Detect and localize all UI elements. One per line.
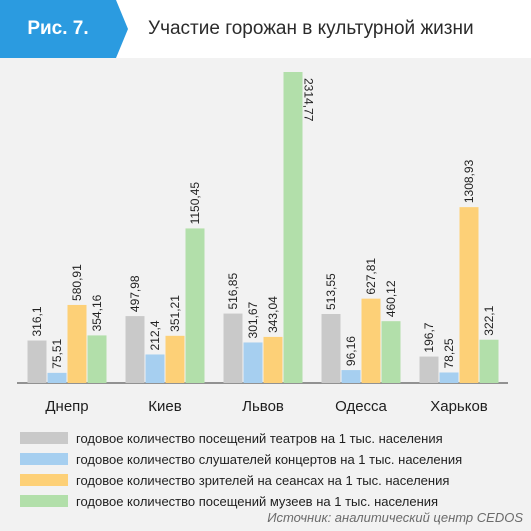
bar bbox=[439, 372, 459, 383]
bar-value-label: 580,91 bbox=[70, 264, 84, 301]
category-label: Львов bbox=[242, 398, 284, 415]
bar bbox=[459, 207, 479, 383]
legend-label-theatres: годовое количество посещений театров на … bbox=[76, 431, 443, 446]
bar bbox=[87, 335, 107, 383]
source-note: Источник: аналитический центр CEDOS bbox=[267, 510, 523, 525]
figure-label-badge: Рис. 7. bbox=[0, 0, 128, 58]
chart-panel bbox=[0, 58, 531, 531]
bar bbox=[145, 354, 165, 383]
bar-value-label: 354,16 bbox=[90, 294, 104, 331]
bar bbox=[263, 336, 283, 383]
bar bbox=[165, 335, 185, 383]
category-label: Киев bbox=[148, 398, 181, 415]
bar bbox=[381, 321, 401, 383]
bar-value-label: 75,51 bbox=[50, 338, 64, 368]
category-label: Одесса bbox=[335, 398, 387, 415]
bar-value-label: 322,1 bbox=[482, 305, 496, 335]
category-label: Харьков bbox=[430, 398, 488, 415]
bar bbox=[479, 339, 499, 383]
bar bbox=[67, 304, 87, 383]
legend-label-cinema: годовое количество зрителей на сеансах н… bbox=[76, 473, 450, 488]
bar-value-label: 196,7 bbox=[422, 322, 436, 352]
bar-value-label: 351,21 bbox=[168, 295, 182, 332]
bar bbox=[321, 314, 341, 383]
bar bbox=[47, 372, 67, 383]
header: Рис. 7. Участие горожан в культурной жиз… bbox=[0, 0, 531, 58]
bar-value-label: 212,4 bbox=[148, 320, 162, 350]
bar-value-label: 460,12 bbox=[384, 280, 398, 317]
legend-label-museums: годовое количество посещений музеев на 1… bbox=[76, 494, 439, 509]
bar bbox=[27, 340, 47, 383]
legend-swatch-museums bbox=[20, 495, 68, 507]
legend-swatch-theatres bbox=[20, 432, 68, 444]
bar bbox=[341, 370, 361, 383]
legend-swatch-concerts bbox=[20, 453, 68, 465]
bar-value-label: 516,85 bbox=[226, 273, 240, 310]
bar-value-label: 1308,93 bbox=[462, 159, 476, 203]
bar bbox=[419, 356, 439, 383]
bar bbox=[361, 298, 381, 383]
bar-value-label: 78,25 bbox=[442, 338, 456, 368]
bar bbox=[185, 228, 205, 383]
page-title: Участие горожан в культурной жизни bbox=[148, 18, 474, 39]
legend-swatch-cinema bbox=[20, 474, 68, 486]
bar bbox=[125, 316, 145, 383]
bar-value-label: 497,98 bbox=[128, 275, 142, 312]
legend-label-concerts: годовое количество слушателей концертов … bbox=[76, 452, 463, 467]
bar-value-label: 627,81 bbox=[364, 258, 378, 295]
bar bbox=[243, 342, 263, 383]
bar bbox=[223, 313, 243, 383]
bar-value-label: 343,04 bbox=[266, 296, 280, 333]
bar-value-label: 96,16 bbox=[344, 336, 358, 366]
bar-value-label: 513,55 bbox=[324, 273, 338, 310]
figure-label: Рис. 7. bbox=[27, 18, 89, 39]
bar-value-label: 1150,45 bbox=[188, 182, 202, 225]
bar-value-label: 301,67 bbox=[246, 301, 260, 338]
category-label: Днепр bbox=[45, 398, 88, 415]
bar-chart: 316,1 75,51 580,91 354,16 Днепр 497,98 212,4 35… bbox=[17, 72, 508, 415]
bar-value-label: 2314,77 bbox=[302, 78, 316, 122]
bar bbox=[283, 72, 303, 383]
bar-value-label: 316,1 bbox=[30, 306, 44, 336]
figure-label-shape bbox=[0, 0, 128, 58]
